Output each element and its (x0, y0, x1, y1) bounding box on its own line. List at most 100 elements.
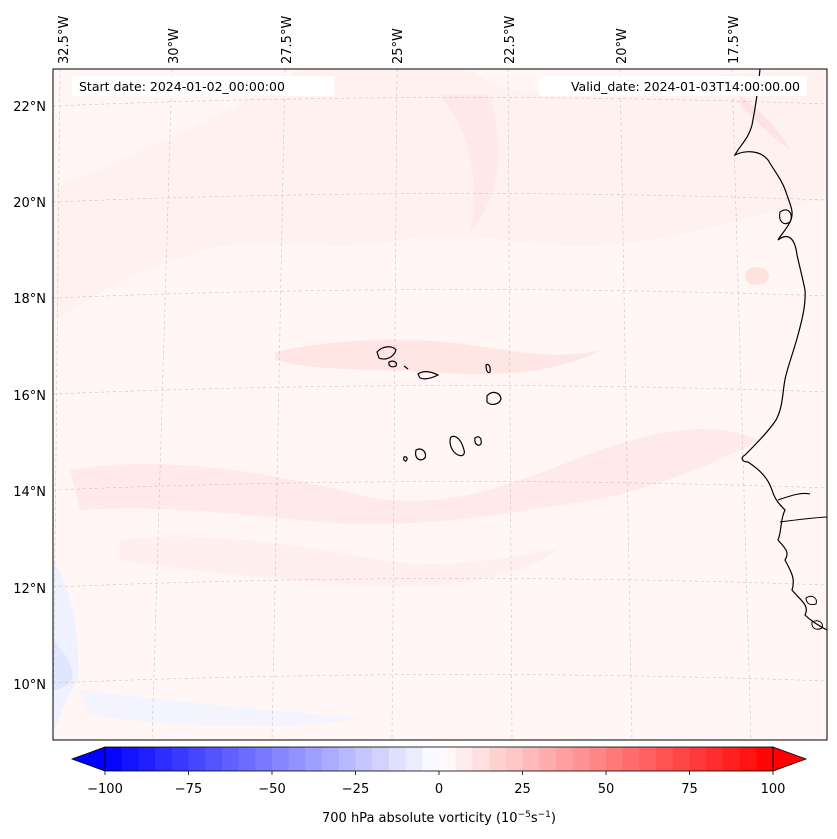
valid-date-box (539, 76, 807, 96)
colorbar-segment (105, 747, 123, 771)
colorbar-segment (205, 747, 223, 771)
meridian-line (731, 69, 752, 740)
colorbar-segment (572, 747, 590, 771)
latitude-label: 12°N (13, 582, 46, 597)
colorbar-segment (455, 747, 473, 771)
colorbar-segment (522, 747, 540, 771)
meridian-line (507, 69, 513, 740)
latitude-label: 16°N (13, 389, 46, 404)
longitude-label: 17.5°W (727, 16, 742, 64)
colorbar-segment (355, 747, 373, 771)
parallel-line (53, 481, 827, 491)
colorbar-segment (155, 747, 173, 771)
vorticity-band-south (70, 429, 760, 525)
coast-shelf (779, 516, 827, 523)
colorbar-segment (539, 747, 557, 771)
colorbar-segment (388, 747, 406, 771)
meridian-line (619, 69, 633, 740)
sao-nicolau-island (417, 371, 440, 380)
meridian-line (151, 69, 173, 740)
colorbar-ticks (104, 771, 774, 775)
map-frame (52, 68, 828, 741)
colorbar-extend-arrow-left (70, 746, 106, 772)
longitude-labels: 32.5°W 30°W 27.5°W 25°W 22.5°W 20°W 17.5… (57, 16, 742, 64)
colorbar-label-close: ) (551, 811, 556, 826)
colorbar-extend-arrow-right (772, 746, 808, 772)
colorbar-segment (338, 747, 356, 771)
colorbar-segment (422, 747, 440, 771)
meridian-line (271, 69, 286, 740)
latitude-label: 20°N (13, 196, 46, 211)
colorbar: −100 −75 −50 −25 0 25 50 75 100 700 hPa … (70, 746, 808, 826)
colorbar-tick-label: −50 (258, 782, 285, 797)
boa-vista-island (486, 391, 502, 405)
colorbar-segment (722, 747, 740, 771)
gambia-river-inlet (777, 492, 811, 501)
graticule (53, 69, 827, 740)
sal-island (485, 363, 491, 374)
latitude-labels: 22°N 20°N 18°N 16°N 14°N 12°N 10°N (13, 100, 46, 693)
colorbar-segment (606, 747, 624, 771)
colorbar-segment (121, 747, 139, 771)
colorbar-segment (706, 747, 724, 771)
colorbar-segment (322, 747, 340, 771)
colorbar-segment (622, 747, 640, 771)
brava-island (403, 456, 408, 462)
colorbar-tick-label: 50 (598, 782, 615, 797)
colorbar-segment (272, 747, 290, 771)
africa-coastline (733, 69, 827, 631)
parallel-line (53, 578, 827, 588)
colorbar-tick-label: −25 (342, 782, 369, 797)
vorticity-negative-sw-core (53, 640, 73, 690)
colorbar-tick-label: 25 (514, 782, 531, 797)
colorbar-tick-labels: −100 −75 −50 −25 0 25 50 75 100 (87, 782, 785, 797)
meridian-line (391, 69, 398, 740)
colorbar-segment (739, 747, 757, 771)
colorbar-tick-label: −75 (175, 782, 202, 797)
longitude-label: 22.5°W (503, 16, 518, 64)
colorbar-segment (472, 747, 490, 771)
colorbar-tick-label: 100 (761, 782, 786, 797)
colorbar-segment (372, 747, 390, 771)
colorbar-segment (405, 747, 423, 771)
cape-verde-islands (376, 346, 502, 462)
colorbar-segment (589, 747, 607, 771)
vorticity-negative-band (80, 690, 360, 726)
santa-luzia-island (403, 365, 409, 370)
vorticity-band-lower (120, 536, 560, 587)
santo-antao-island (376, 346, 397, 360)
colorbar-tick-label: 0 (435, 782, 443, 797)
colorbar-segment (672, 747, 690, 771)
colorbar-label-exponent: −5 (518, 810, 531, 820)
santiago-island (449, 435, 465, 457)
latitude-label: 22°N (13, 100, 46, 115)
vorticity-band-north (53, 69, 827, 320)
colorbar-segment (439, 747, 457, 771)
parallel-line (53, 193, 827, 203)
sao-vicente-island (388, 360, 398, 368)
colorbar-segment (221, 747, 239, 771)
longitude-label: 27.5°W (280, 16, 295, 64)
vorticity-negative-sw (53, 560, 79, 735)
colorbar-segment (188, 747, 206, 771)
map-panel: Start date: 2024-01-02_00:00:00 Valid_da… (52, 68, 828, 741)
valid-date-label: Valid_date: 2024-01-03T14:00:00.00 (571, 79, 800, 94)
colorbar-segment (255, 747, 273, 771)
vorticity-streak-north (440, 95, 499, 230)
colorbar-segment (305, 747, 323, 771)
colorbar-segment (756, 747, 774, 771)
meridian-line (53, 69, 61, 740)
colorbar-segment (639, 747, 657, 771)
colorbar-segment (238, 747, 256, 771)
colorbar-segment (138, 747, 156, 771)
start-date-box (72, 76, 334, 96)
colorbar-label: 700 hPa absolute vorticity (10−5s−1) (322, 810, 556, 826)
latitude-label: 18°N (13, 292, 46, 307)
colorbar-label-text: 700 hPa absolute vorticity (10 (322, 811, 518, 826)
colorbar-label-unit: s (531, 811, 538, 826)
fogo-island (415, 448, 427, 461)
latitude-label: 14°N (13, 485, 46, 500)
colorbar-segment (171, 747, 189, 771)
colorbar-label-exponent: −1 (538, 810, 551, 820)
